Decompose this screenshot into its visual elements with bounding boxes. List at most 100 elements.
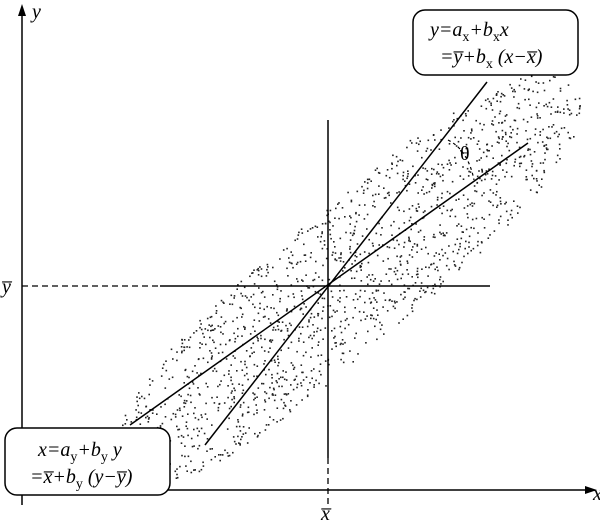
dot — [135, 409, 137, 411]
dot — [408, 208, 411, 210]
dot — [276, 421, 278, 423]
dot — [479, 251, 482, 254]
dot — [531, 163, 534, 165]
dot — [509, 213, 512, 216]
dot — [223, 374, 226, 377]
dot — [260, 334, 262, 337]
dot — [219, 383, 221, 386]
dot — [400, 264, 402, 266]
dot — [422, 167, 424, 169]
dot — [366, 228, 368, 230]
dot — [237, 435, 239, 438]
dot — [261, 346, 263, 349]
dot — [185, 465, 187, 467]
dot — [317, 314, 319, 317]
dot — [254, 397, 256, 399]
dot — [337, 203, 339, 205]
dot — [391, 167, 393, 170]
dot — [219, 326, 222, 328]
dot — [469, 203, 472, 206]
dot — [269, 339, 272, 341]
dot — [304, 260, 307, 262]
dot — [314, 272, 317, 274]
dot — [496, 204, 499, 207]
dot — [273, 307, 275, 310]
dot — [130, 421, 133, 423]
dot — [269, 386, 271, 389]
dot — [478, 170, 480, 172]
dot — [282, 249, 285, 251]
dot — [481, 171, 484, 173]
dot — [149, 384, 151, 386]
dot — [411, 276, 413, 278]
dot — [472, 137, 475, 139]
dot — [345, 296, 348, 298]
dot — [329, 305, 332, 307]
dot — [309, 256, 312, 259]
dot — [419, 296, 422, 298]
dot — [542, 162, 545, 164]
dot — [272, 294, 274, 296]
dot — [324, 360, 327, 362]
dot — [367, 283, 369, 286]
dot — [394, 273, 397, 276]
dot — [433, 255, 436, 257]
dot — [176, 351, 178, 353]
dot — [356, 243, 359, 245]
dot — [536, 115, 539, 117]
dot — [567, 84, 570, 86]
dot — [246, 296, 248, 299]
dot — [411, 223, 413, 225]
dot — [181, 415, 184, 417]
dot — [313, 278, 316, 281]
dot — [535, 178, 538, 180]
dot — [386, 192, 389, 195]
dot — [492, 157, 494, 159]
dot — [398, 243, 400, 246]
dot — [557, 106, 559, 108]
dot — [492, 97, 495, 100]
dot — [331, 348, 333, 350]
dot — [431, 187, 433, 189]
dot — [563, 108, 565, 110]
dot — [467, 110, 469, 112]
dot — [526, 138, 529, 141]
dot — [541, 141, 544, 143]
dot — [310, 312, 313, 315]
dot — [370, 180, 372, 182]
dot — [232, 320, 234, 323]
dot — [243, 325, 245, 328]
dot — [263, 308, 265, 311]
dot — [529, 104, 531, 106]
dot — [323, 240, 326, 242]
dot — [192, 383, 195, 385]
dot — [510, 136, 513, 139]
dot — [461, 231, 464, 233]
dot — [186, 375, 189, 378]
dot — [406, 269, 408, 271]
dot — [300, 384, 303, 387]
dot — [407, 170, 409, 172]
dot — [287, 275, 289, 277]
dot — [328, 363, 330, 366]
dot — [366, 182, 369, 184]
dot — [556, 110, 559, 113]
dot — [355, 270, 358, 273]
dot — [199, 342, 201, 344]
dot — [241, 295, 244, 297]
dot — [253, 413, 255, 416]
dot — [202, 465, 205, 467]
dot — [271, 373, 273, 376]
dot — [485, 107, 488, 110]
dot — [312, 279, 314, 282]
dot — [394, 267, 397, 269]
dot — [319, 363, 322, 365]
dot — [415, 273, 418, 276]
dot — [403, 222, 406, 224]
dot — [476, 181, 478, 184]
dot — [287, 295, 290, 298]
dot — [331, 315, 333, 318]
dot — [257, 434, 259, 437]
dot — [256, 269, 259, 271]
